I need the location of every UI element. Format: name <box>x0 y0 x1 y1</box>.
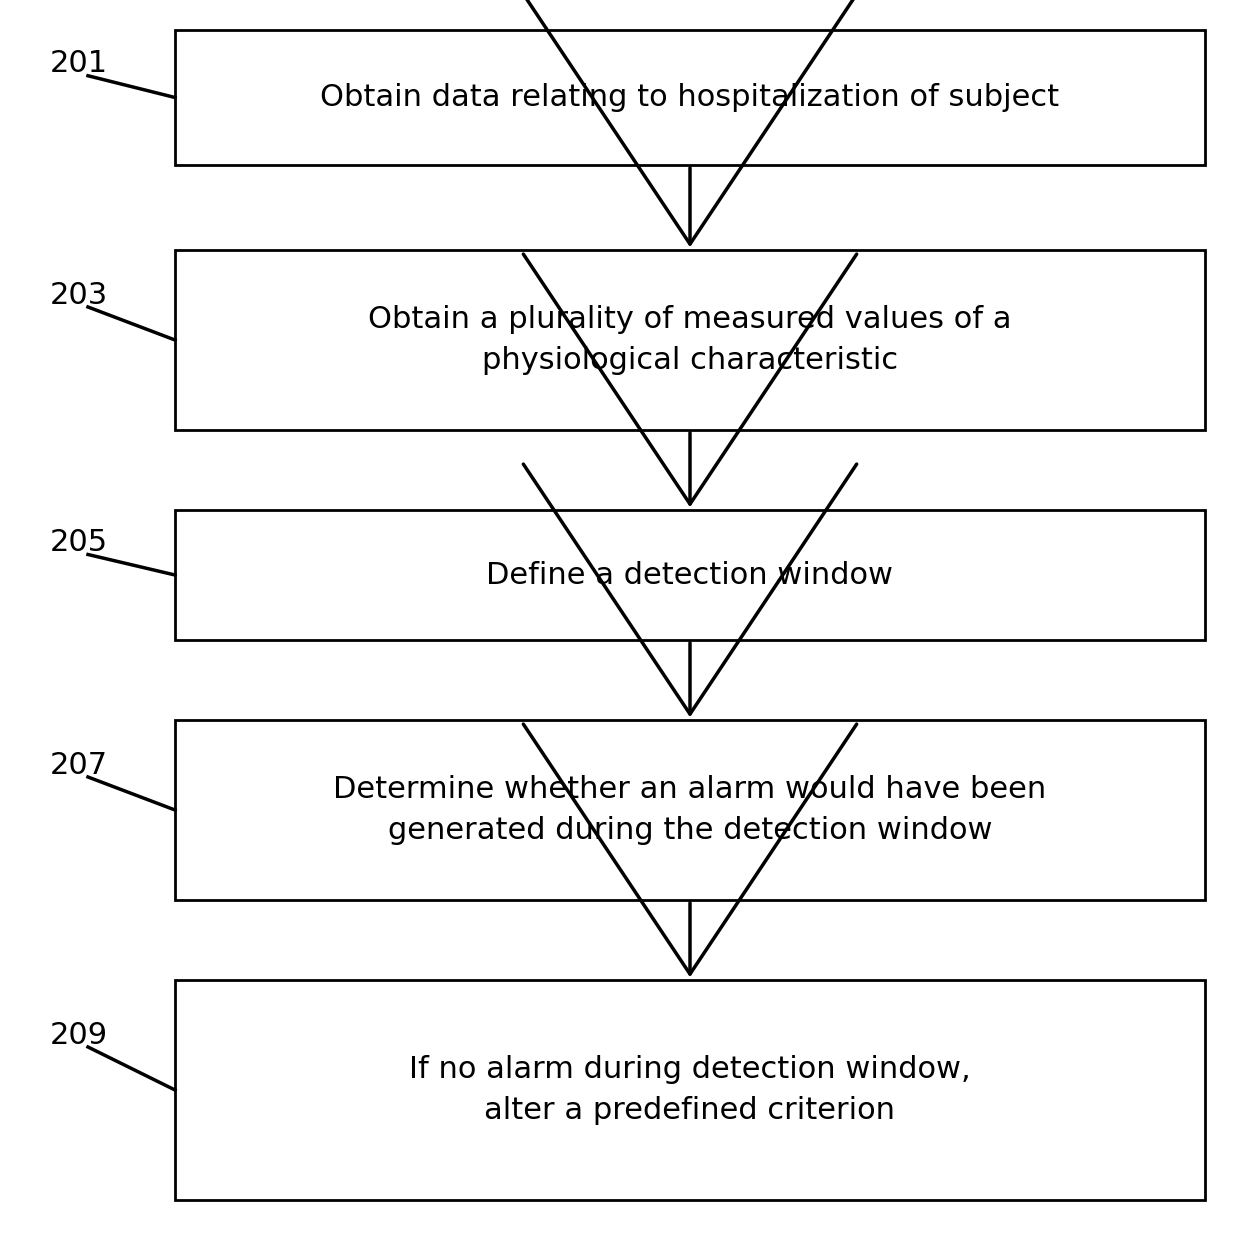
Bar <box>175 250 1205 430</box>
Bar <box>175 509 1205 640</box>
Bar <box>175 30 1205 165</box>
Text: 203: 203 <box>50 281 108 309</box>
Bar <box>175 980 1205 1200</box>
Text: 205: 205 <box>50 528 108 557</box>
Text: 207: 207 <box>50 751 108 780</box>
Text: 209: 209 <box>50 1020 108 1049</box>
Text: Obtain a plurality of measured values of a
physiological characteristic: Obtain a plurality of measured values of… <box>368 306 1012 375</box>
Text: Obtain data relating to hospitalization of subject: Obtain data relating to hospitalization … <box>320 83 1059 112</box>
Text: Determine whether an alarm would have been
generated during the detection window: Determine whether an alarm would have be… <box>334 775 1047 845</box>
Text: 201: 201 <box>50 49 108 78</box>
Text: If no alarm during detection window,
alter a predefined criterion: If no alarm during detection window, alt… <box>409 1055 971 1125</box>
Text: Define a detection window: Define a detection window <box>486 561 894 590</box>
Bar <box>175 720 1205 899</box>
